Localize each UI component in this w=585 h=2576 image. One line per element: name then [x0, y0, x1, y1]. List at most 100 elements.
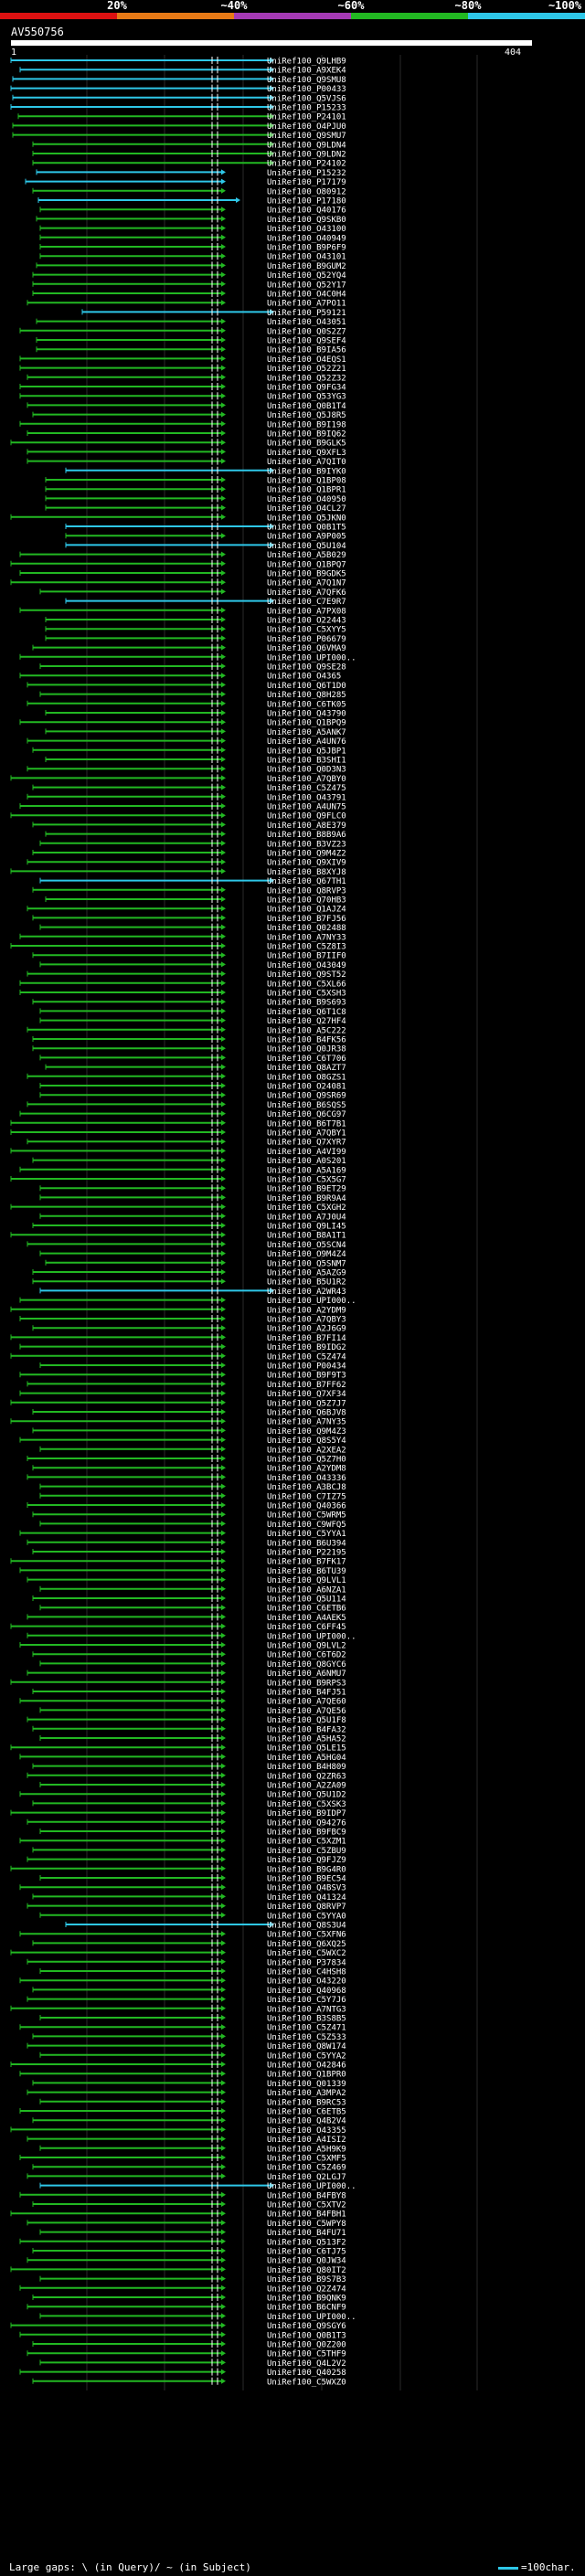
- hit-label[interactable]: UniRef100_O5SCN4: [267, 1241, 346, 1250]
- hit-row[interactable]: UniRef100_B9S7B3: [39, 2274, 346, 2285]
- hit-row[interactable]: UniRef100_B4FK56: [32, 1035, 346, 1045]
- hit-label[interactable]: UniRef100_O52Z21: [267, 365, 346, 374]
- hit-label[interactable]: UniRef100_B9ET29: [267, 1185, 346, 1194]
- hit-label[interactable]: UniRef100_A7NTG3: [267, 2005, 346, 2014]
- hit-label[interactable]: UniRef100_C6T706: [267, 1055, 346, 1064]
- hit-row[interactable]: UniRef100_P17179: [25, 177, 346, 188]
- hit-row[interactable]: UniRef100_C5WPY8: [27, 2219, 346, 2229]
- hit-label[interactable]: UniRef100_B9GUM2: [267, 262, 346, 271]
- hit-row[interactable]: UniRef100_Q9SGY6: [10, 2321, 346, 2332]
- hit-row[interactable]: UniRef100_B9IDG2: [19, 1342, 346, 1353]
- hit-label[interactable]: UniRef100_B3S8B5: [267, 2015, 346, 2024]
- hit-row[interactable]: UniRef100_Q9SMU8: [12, 75, 346, 85]
- hit-row[interactable]: UniRef100_C5Z8I3: [10, 942, 346, 952]
- hit-row[interactable]: UniRef100_Q9LDN2: [32, 150, 346, 160]
- hit-label[interactable]: UniRef100_Q52Y17: [267, 281, 346, 290]
- hit-label[interactable]: UniRef100_Q5Z7H0: [267, 1456, 346, 1465]
- hit-label[interactable]: UniRef100_O8GZS1: [267, 1073, 346, 1082]
- hit-label[interactable]: UniRef100_B9IDG2: [267, 1343, 346, 1352]
- hit-label[interactable]: UniRef100_Q9XFL3: [267, 449, 346, 458]
- hit-label[interactable]: UniRef100_A2XEA2: [267, 1446, 346, 1455]
- hit-label[interactable]: UniRef100_C9WFQ5: [267, 1521, 346, 1530]
- hit-row[interactable]: UniRef100_A2WR43: [39, 1287, 346, 1297]
- hit-row[interactable]: UniRef100_C6ETB6: [39, 1604, 346, 1614]
- hit-row[interactable]: UniRef100_Q1AJZ4: [27, 905, 346, 915]
- hit-label[interactable]: UniRef100_C5YYA0: [267, 1912, 346, 1921]
- hit-row[interactable]: UniRef100_Q5JBP1: [32, 746, 346, 757]
- hit-label[interactable]: UniRef100_UPI000..: [267, 653, 356, 663]
- hit-label[interactable]: UniRef100_A7J0U4: [267, 1213, 346, 1222]
- hit-label[interactable]: UniRef100_Q9LVL2: [267, 1642, 346, 1651]
- hit-row[interactable]: UniRef100_Q9SEF4: [36, 336, 346, 346]
- hit-row[interactable]: UniRef100_C5WRM5: [32, 1511, 346, 1521]
- hit-row[interactable]: UniRef100_Q0JR38: [32, 1044, 346, 1055]
- hit-label[interactable]: UniRef100_Q40258: [267, 2369, 346, 2378]
- hit-label[interactable]: UniRef100_P15232: [267, 169, 346, 178]
- hit-row[interactable]: UniRef100_Q9LDN4: [32, 140, 346, 151]
- hit-row[interactable]: UniRef100_A7PX08: [19, 606, 346, 617]
- hit-row[interactable]: UniRef100_B9S693: [32, 998, 346, 1008]
- hit-label[interactable]: UniRef100_C6FF45: [267, 1623, 346, 1632]
- hit-row[interactable]: UniRef100_A7NTG3: [10, 2004, 346, 2015]
- hit-label[interactable]: UniRef100_C5XSK3: [267, 1800, 346, 1809]
- hit-label[interactable]: UniRef100_Q1BPQ7: [267, 560, 346, 569]
- hit-label[interactable]: UniRef100_Q5JKN0: [267, 514, 346, 523]
- hit-label[interactable]: UniRef100_C5Z8I3: [267, 943, 346, 952]
- hit-row[interactable]: UniRef100_C7IZ75: [39, 1491, 346, 1502]
- hit-label[interactable]: UniRef100_C5Z469: [267, 2164, 346, 2173]
- hit-row[interactable]: UniRef100_O43791: [27, 792, 346, 803]
- hit-label[interactable]: UniRef100_Q9SR69: [267, 1092, 346, 1101]
- hit-row[interactable]: UniRef100_Q6BJV8: [32, 1408, 346, 1418]
- hit-row[interactable]: UniRef100_C5XTV2: [32, 2200, 346, 2210]
- hit-row[interactable]: UniRef100_Q9M4Z3: [32, 1426, 346, 1436]
- hit-row[interactable]: UniRef100_B9GUM2: [36, 261, 346, 271]
- hit-row[interactable]: UniRef100_C5YYA0: [39, 1911, 346, 1922]
- hit-label[interactable]: UniRef100_B4FBH1: [267, 2210, 346, 2220]
- hit-row[interactable]: UniRef100_Q5JKN0: [10, 513, 346, 524]
- hit-row[interactable]: UniRef100_Q9XFL3: [27, 448, 346, 458]
- hit-row[interactable]: UniRef100_Q5LE15: [10, 1744, 346, 1754]
- hit-row[interactable]: UniRef100_C5XZM1: [19, 1837, 346, 1847]
- hit-row[interactable]: UniRef100_Q9FJZ9: [27, 1855, 346, 1866]
- hit-row[interactable]: UniRef100_A2YDM8: [32, 1464, 346, 1474]
- hit-row[interactable]: UniRef100_B9IDP7: [10, 1808, 346, 1819]
- hit-label[interactable]: UniRef100_O80912: [267, 187, 346, 196]
- hit-label[interactable]: UniRef100_P22195: [267, 1549, 346, 1558]
- hit-label[interactable]: UniRef100_Q8S3U4: [267, 1922, 346, 1931]
- hit-label[interactable]: UniRef100_UPI000..: [267, 2313, 356, 2322]
- hit-label[interactable]: UniRef100_C5WRM5: [267, 1511, 346, 1521]
- hit-label[interactable]: UniRef100_O22443: [267, 617, 346, 626]
- hit-row[interactable]: UniRef100_C7E9R7: [65, 597, 346, 608]
- hit-label[interactable]: UniRef100_C5XGH2: [267, 1203, 346, 1213]
- hit-label[interactable]: UniRef100_B6CNF9: [267, 2304, 346, 2313]
- hit-label[interactable]: UniRef100_Q7XYR7: [267, 1139, 346, 1148]
- hit-row[interactable]: UniRef100_A7QBY0: [10, 774, 346, 784]
- hit-label[interactable]: UniRef100_A7PO11: [267, 300, 346, 309]
- hit-row[interactable]: UniRef100_B9EC54: [39, 1874, 346, 1884]
- hit-row[interactable]: UniRef100_B6U394: [27, 1538, 346, 1549]
- hit-row[interactable]: UniRef100_C5YYA1: [19, 1529, 346, 1540]
- hit-row[interactable]: UniRef100_O43049: [39, 960, 346, 970]
- hit-label[interactable]: UniRef100_Q5U114: [267, 1595, 346, 1605]
- hit-label[interactable]: UniRef100_A5B029: [267, 551, 346, 560]
- hit-row[interactable]: UniRef100_UPI000..: [19, 652, 356, 663]
- hit-row[interactable]: UniRef100_B9RC53: [39, 2097, 346, 2108]
- hit-label[interactable]: UniRef100_B9EC54: [267, 1875, 346, 1884]
- hit-label[interactable]: UniRef100_Q0B1T4: [267, 402, 346, 411]
- hit-row[interactable]: UniRef100_Q8GYC6: [39, 1659, 346, 1670]
- hit-row[interactable]: UniRef100_A7QBY1: [10, 1129, 346, 1139]
- hit-label[interactable]: UniRef100_Q27HF4: [267, 1017, 346, 1026]
- hit-label[interactable]: UniRef100_B8XYJ8: [267, 868, 346, 877]
- hit-row[interactable]: UniRef100_Q9SE28: [39, 663, 346, 673]
- hit-row[interactable]: UniRef100_Q9FG34: [19, 383, 346, 393]
- hit-row[interactable]: UniRef100_A7QE60: [19, 1697, 346, 1707]
- hit-label[interactable]: UniRef100_B3SHI1: [267, 757, 346, 766]
- hit-label[interactable]: UniRef100_O40949: [267, 234, 346, 243]
- hit-label[interactable]: UniRef100_Q9FLC0: [267, 812, 346, 822]
- hit-row[interactable]: UniRef100_B4FA32: [32, 1724, 346, 1735]
- hit-label[interactable]: UniRef100_O4C0H4: [267, 291, 346, 300]
- hit-label[interactable]: UniRef100_A4AEK5: [267, 1614, 346, 1623]
- hit-row[interactable]: UniRef100_Q0D3N3: [27, 765, 346, 775]
- hit-row[interactable]: UniRef100_O80912: [32, 186, 346, 197]
- hit-label[interactable]: UniRef100_O4CL27: [267, 504, 346, 514]
